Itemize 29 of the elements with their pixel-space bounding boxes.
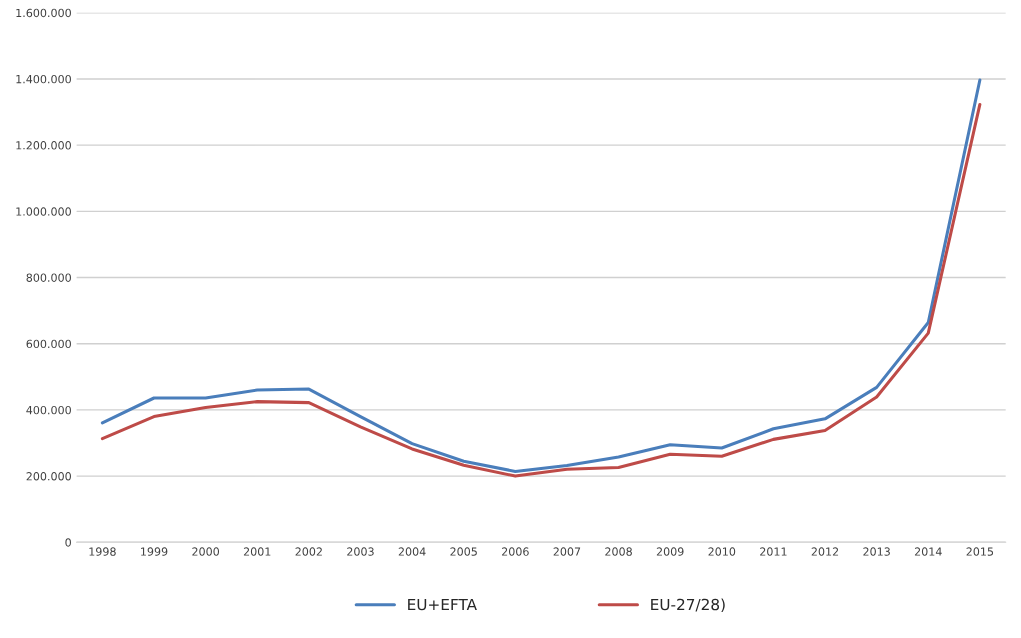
- legend-label: EU-27/28): [651, 598, 725, 613]
- y-tick-label: 600.000: [26, 339, 71, 349]
- x-tick-label: 2006: [502, 547, 529, 556]
- legend-label: EU+EFTA: [408, 598, 477, 611]
- x-tick-label: 2011: [760, 547, 787, 556]
- x-tick-label: 2000: [192, 547, 220, 556]
- x-tick-label: 2010: [708, 547, 736, 556]
- x-tick-label: 2009: [656, 547, 684, 556]
- x-tick-label: 2002: [295, 547, 322, 556]
- x-tick-label: 2008: [605, 547, 632, 556]
- x-tick-label: 1999: [141, 547, 168, 556]
- x-tick-label: 2005: [450, 547, 477, 556]
- y-tick-label: 1.000.000: [16, 207, 71, 216]
- x-tick-label: 2001: [243, 547, 271, 556]
- x-tick-label: 1998: [89, 547, 116, 556]
- x-tick-label: 2004: [398, 547, 426, 556]
- y-tick-label: 1.600.000: [16, 8, 71, 18]
- x-tick-label: 2003: [347, 547, 374, 556]
- y-tick-label: 800.000: [26, 273, 71, 282]
- y-tick-label: 400.000: [26, 405, 71, 415]
- x-tick-label: 2014: [914, 547, 942, 556]
- x-tick-label: 2007: [553, 547, 581, 556]
- x-tick-label: 2015: [966, 547, 994, 556]
- x-tick-label: 2012: [811, 547, 839, 556]
- x-tick-label: 2013: [863, 547, 890, 556]
- y-tick-label: 0: [65, 538, 71, 547]
- y-tick-label: 1.400.000: [16, 74, 71, 84]
- y-tick-label: 200.000: [26, 472, 71, 481]
- y-tick-label: 1.200.000: [16, 141, 71, 150]
